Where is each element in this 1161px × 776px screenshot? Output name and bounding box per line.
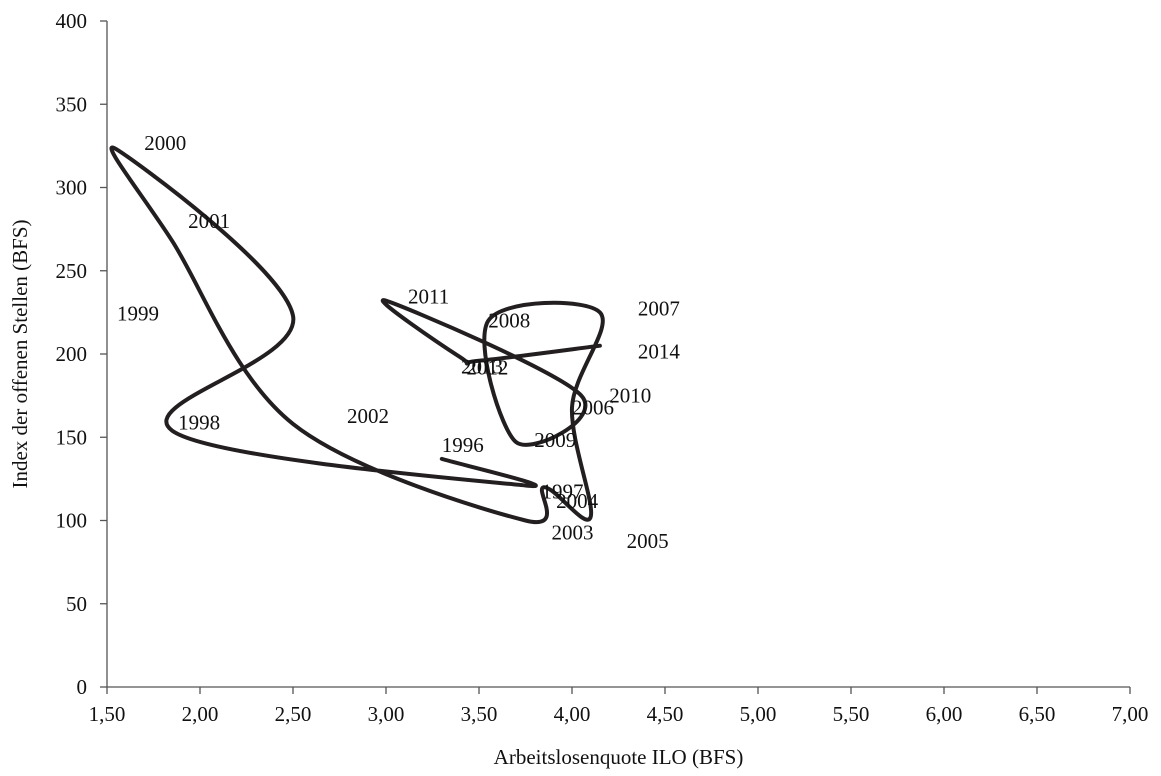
x-tick-label: 3,50 (461, 702, 498, 726)
x-tick-label: 3,00 (368, 702, 405, 726)
y-tick-label: 200 (56, 342, 88, 366)
y-ticks: 0 50 100 150 200 250 300 350 400 (56, 9, 107, 699)
y-tick-label: 50 (66, 592, 87, 616)
point-label-2002: 2002 (347, 404, 389, 428)
x-tick-label: 2,00 (182, 702, 219, 726)
point-label-2009: 2009 (534, 428, 576, 452)
x-tick-label: 4,00 (554, 702, 591, 726)
point-label-2014: 2014 (638, 340, 681, 364)
y-tick-label: 300 (56, 176, 88, 200)
point-label-2011: 2011 (408, 285, 449, 309)
x-tick-label: 1,50 (89, 702, 126, 726)
point-label-2010: 2010 (609, 384, 651, 408)
y-tick-label: 400 (56, 9, 88, 33)
x-tick-label: 5,00 (740, 702, 777, 726)
point-label-2005: 2005 (627, 529, 669, 553)
point-label-1999: 1999 (117, 302, 159, 326)
point-label-2004: 2004 (556, 489, 599, 513)
point-label-2006: 2006 (572, 395, 614, 419)
x-tick-label: 7,00 (1112, 702, 1149, 726)
y-tick-label: 350 (56, 92, 88, 116)
x-tick-label: 6,50 (1019, 702, 1056, 726)
series-line (109, 145, 605, 525)
y-tick-label: 150 (56, 425, 88, 449)
point-labels: 1996 1997 1998 1999 2000 2001 2002 2003 2004 2005… (117, 131, 680, 553)
point-label-2000: 2000 (144, 131, 186, 155)
x-tick-label: 6,00 (926, 702, 963, 726)
x-tick-label: 2,50 (275, 702, 312, 726)
point-label-2008: 2008 (488, 309, 530, 333)
point-label-1997: 1997 (542, 480, 584, 504)
point-label-2003: 2003 (552, 521, 594, 545)
y-tick-label: 250 (56, 259, 88, 283)
point-label-2012: 2012 (466, 355, 508, 379)
axes (106, 21, 1130, 688)
y-tick-label: 100 (56, 509, 88, 533)
point-label-2007: 2007 (638, 296, 680, 320)
x-tick-label: 5,50 (833, 702, 870, 726)
point-label-1998: 1998 (178, 411, 220, 435)
y-tick-label: 0 (77, 675, 88, 699)
point-label-1996: 1996 (442, 433, 484, 457)
x-axis-title: Arbeitslosenquote ILO (BFS) (494, 745, 744, 769)
point-label-2001: 2001 (188, 209, 230, 233)
x-tick-label: 4,50 (647, 702, 684, 726)
y-axis-title: Index der offenen Stellen (BFS) (8, 219, 32, 488)
x-ticks: 1,50 2,00 2,50 3,00 3,50 4,00 4,50 5,00 5,50 6,00… (89, 687, 1149, 726)
point-label-2013: 2013 (461, 355, 503, 379)
